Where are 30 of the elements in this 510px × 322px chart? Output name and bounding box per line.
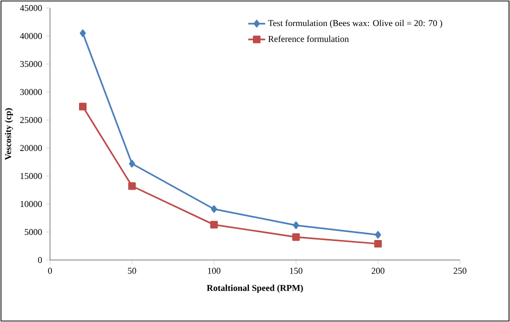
y-tick-label: 25000 xyxy=(20,116,42,124)
y-axis-title: Vescosity (cp) xyxy=(4,108,13,160)
x-tick-label: 150 xyxy=(290,268,302,274)
y-tick-label: 40000 xyxy=(20,32,42,40)
x-axis-title: Rotaltional Speed (RPM) xyxy=(206,284,303,293)
y-tick-label: 35000 xyxy=(20,60,42,68)
y-tick-label: 20000 xyxy=(20,144,42,152)
point xyxy=(374,240,382,248)
x-tick-label: 250 xyxy=(454,268,466,274)
point xyxy=(128,160,136,168)
legend-label: Reference formulation xyxy=(268,36,349,42)
x-tick-label: 100 xyxy=(208,268,220,274)
y-tick-label: 10000 xyxy=(20,200,42,208)
point xyxy=(80,29,86,38)
point xyxy=(292,221,300,230)
legend-label: Test formulation (Bees wax: Olive oil = 20: 70 ) xyxy=(268,20,442,28)
y-tick-label: 45000 xyxy=(20,4,42,12)
x-tick-label: 50 xyxy=(128,268,136,274)
x-tick-label: 0 xyxy=(48,268,52,274)
point xyxy=(374,231,382,239)
y-tick-label: 30000 xyxy=(20,88,42,96)
point xyxy=(210,220,218,229)
point xyxy=(210,205,218,213)
y-tick-label: 15000 xyxy=(20,172,42,180)
point xyxy=(292,233,300,241)
point xyxy=(128,182,136,190)
y-tick-label: 5000 xyxy=(24,228,42,236)
y-tick-label: 0 xyxy=(38,256,42,264)
x-tick-label: 200 xyxy=(372,268,384,274)
point xyxy=(79,102,87,110)
